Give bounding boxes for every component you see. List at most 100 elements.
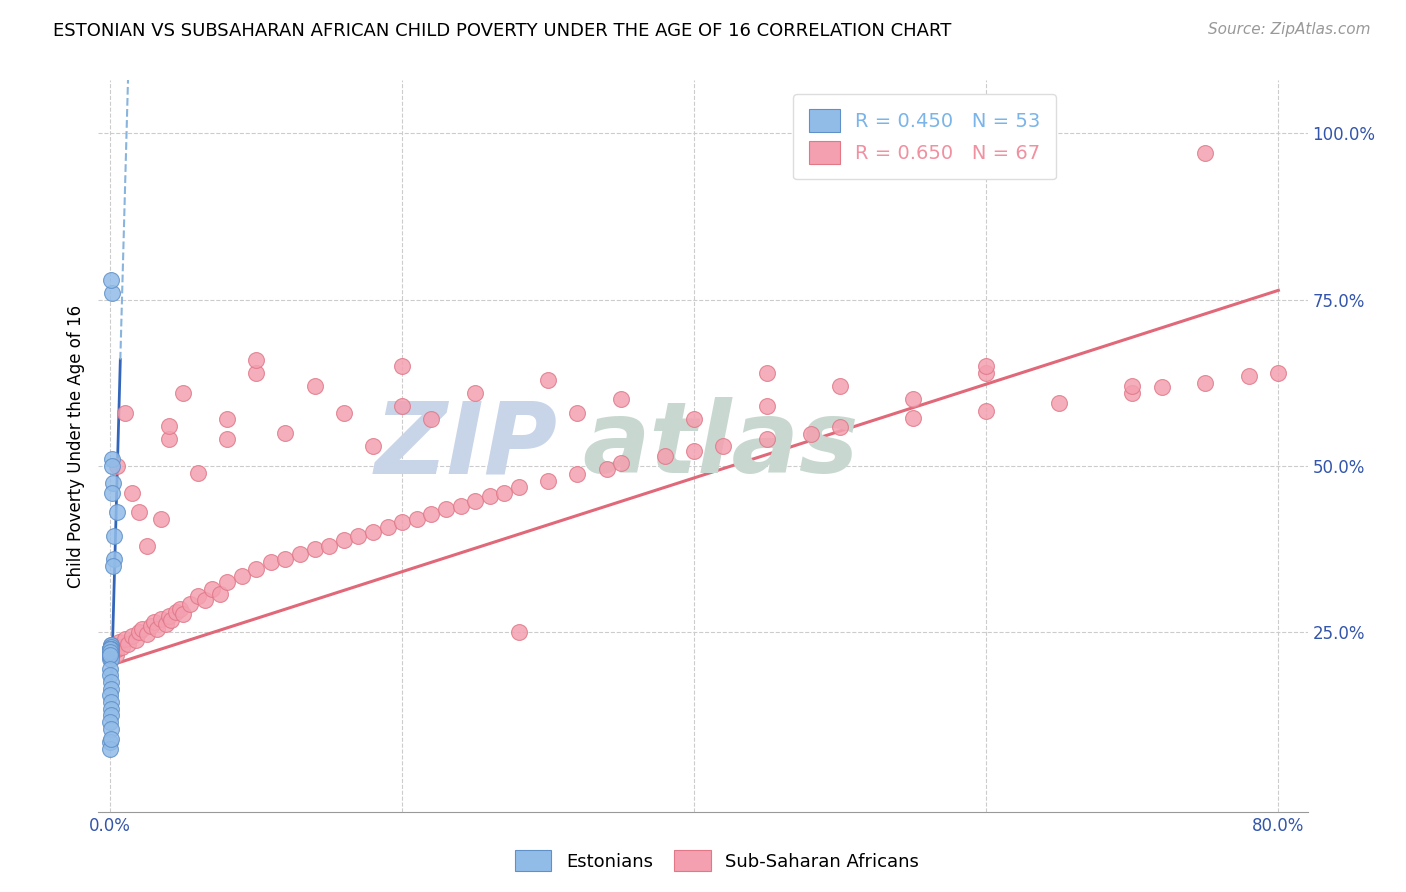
- Point: [245, 562, 267, 576]
- Point: [1150, 380, 1173, 394]
- Point: [318, 539, 340, 553]
- Point: [304, 542, 326, 557]
- Point: [100, 645, 122, 659]
- Point: [361, 525, 384, 540]
- Point: [100, 641, 122, 656]
- Point: [100, 647, 122, 661]
- Point: [103, 552, 125, 566]
- Point: [464, 385, 486, 400]
- Point: [100, 641, 122, 656]
- Point: [114, 406, 136, 420]
- Point: [100, 648, 122, 663]
- Point: [610, 456, 633, 470]
- Point: [260, 555, 283, 569]
- Point: [100, 648, 122, 663]
- Point: [165, 605, 187, 619]
- Point: [150, 512, 173, 526]
- Point: [187, 589, 209, 603]
- Point: [347, 529, 370, 543]
- Point: [508, 480, 530, 494]
- Point: [101, 558, 124, 573]
- Point: [245, 352, 267, 367]
- Y-axis label: Child Poverty Under the Age of 16: Child Poverty Under the Age of 16: [66, 304, 84, 588]
- Point: [160, 613, 183, 627]
- Text: Source: ZipAtlas.com: Source: ZipAtlas.com: [1208, 22, 1371, 37]
- Point: [830, 379, 852, 393]
- Point: [100, 648, 122, 663]
- Point: [478, 489, 501, 503]
- Point: [100, 701, 122, 715]
- Point: [155, 617, 177, 632]
- Point: [208, 586, 231, 600]
- Point: [100, 648, 122, 663]
- Point: [121, 485, 143, 500]
- Point: [800, 427, 823, 442]
- Point: [103, 639, 125, 653]
- Point: [121, 628, 143, 642]
- Point: [107, 641, 129, 656]
- Point: [537, 372, 560, 386]
- Point: [146, 622, 169, 636]
- Point: [756, 433, 779, 447]
- Point: [420, 507, 443, 521]
- Point: [169, 602, 191, 616]
- Point: [304, 379, 326, 393]
- Point: [464, 493, 486, 508]
- Point: [157, 608, 180, 623]
- Point: [100, 645, 122, 659]
- Point: [100, 695, 122, 709]
- Point: [100, 639, 122, 653]
- Point: [105, 506, 128, 520]
- Point: [100, 652, 122, 666]
- Point: [100, 648, 122, 663]
- Legend: R = 0.450   N = 53, R = 0.650   N = 67: R = 0.450 N = 53, R = 0.650 N = 67: [793, 94, 1056, 179]
- Point: [567, 406, 589, 420]
- Point: [100, 641, 122, 656]
- Point: [100, 675, 122, 690]
- Point: [391, 359, 413, 374]
- Point: [683, 412, 706, 426]
- Point: [100, 645, 122, 659]
- Point: [508, 625, 530, 640]
- Point: [1047, 396, 1070, 410]
- Point: [1267, 366, 1289, 380]
- Point: [100, 645, 122, 659]
- Point: [101, 645, 124, 659]
- Point: [157, 433, 180, 447]
- Point: [100, 662, 122, 676]
- Point: [231, 568, 253, 582]
- Point: [101, 452, 124, 467]
- Point: [100, 681, 122, 696]
- Point: [974, 404, 997, 418]
- Point: [215, 575, 238, 590]
- Point: [654, 449, 676, 463]
- Point: [135, 626, 157, 640]
- Point: [100, 644, 122, 658]
- Point: [1121, 379, 1143, 393]
- Point: [107, 458, 129, 473]
- Point: [830, 420, 852, 434]
- Point: [125, 633, 148, 648]
- Point: [128, 506, 150, 520]
- Point: [567, 467, 589, 481]
- Point: [104, 648, 127, 663]
- Point: [172, 607, 194, 621]
- Point: [108, 635, 131, 649]
- Point: [100, 714, 122, 729]
- Point: [100, 645, 122, 659]
- Point: [1121, 385, 1143, 400]
- Point: [215, 433, 238, 447]
- Point: [100, 639, 122, 653]
- Point: [100, 641, 122, 656]
- Point: [100, 641, 122, 656]
- Point: [332, 533, 354, 548]
- Point: [903, 392, 925, 407]
- Point: [391, 516, 413, 530]
- Point: [537, 474, 560, 488]
- Point: [100, 641, 122, 656]
- Point: [100, 708, 122, 723]
- Point: [101, 475, 124, 490]
- Text: ESTONIAN VS SUBSAHARAN AFRICAN CHILD POVERTY UNDER THE AGE OF 16 CORRELATION CHA: ESTONIAN VS SUBSAHARAN AFRICAN CHILD POV…: [53, 22, 952, 40]
- Point: [139, 618, 162, 632]
- Point: [288, 547, 311, 561]
